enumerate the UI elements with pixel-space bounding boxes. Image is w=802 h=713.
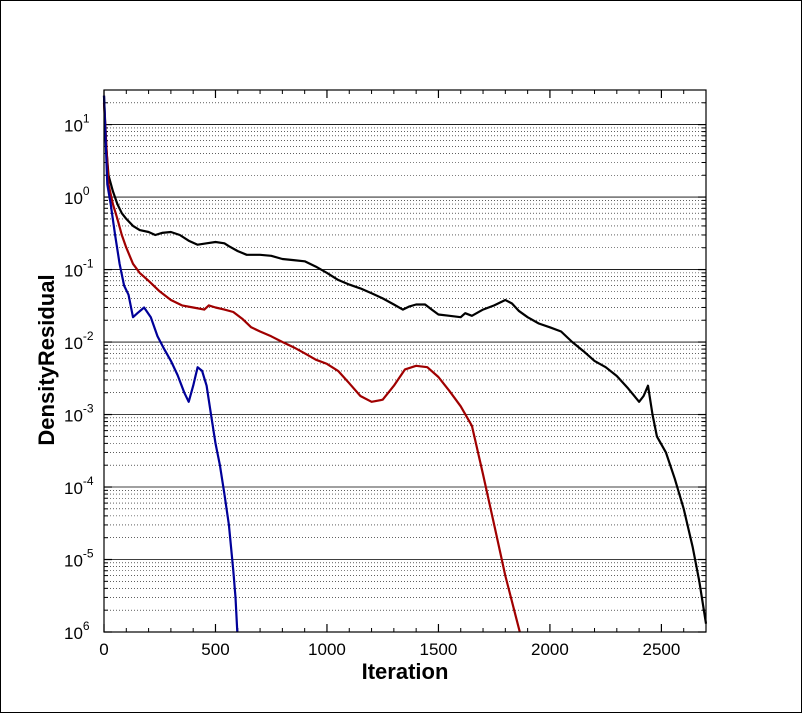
y-tick-label: 10-1 [64,257,94,281]
y-tick-label: 100 [64,184,90,208]
axis-ticks [103,90,706,633]
series-lines [102,95,708,633]
tick-labels: 101 100 10-1 10-2 10-3 10-4 10-5 106 0 500 1000 150… [64,112,680,659]
y-tick-label: 106 [64,619,90,643]
y-tick-label: 10-3 [64,402,94,426]
x-tick-label: 500 [201,640,229,659]
x-tick-label: 1500 [420,640,458,659]
y-axis-title: DensityResidual [34,274,59,445]
y-tick-label: 10-2 [64,329,94,353]
x-tick-label: 2000 [531,640,569,659]
series-line-3 [102,95,239,633]
x-tick-label: 2500 [642,640,680,659]
series-line-1 [102,95,708,624]
x-tick-label: 0 [99,640,108,659]
x-axis-title: Iteration [362,659,449,684]
plot-border [103,89,707,633]
x-tick-label: 1000 [308,640,346,659]
series-line-2 [102,102,521,633]
y-tick-label: 101 [64,112,90,136]
y-tick-label: 10-5 [64,547,94,571]
y-tick-label: 10-4 [64,474,94,498]
grid [104,102,706,611]
